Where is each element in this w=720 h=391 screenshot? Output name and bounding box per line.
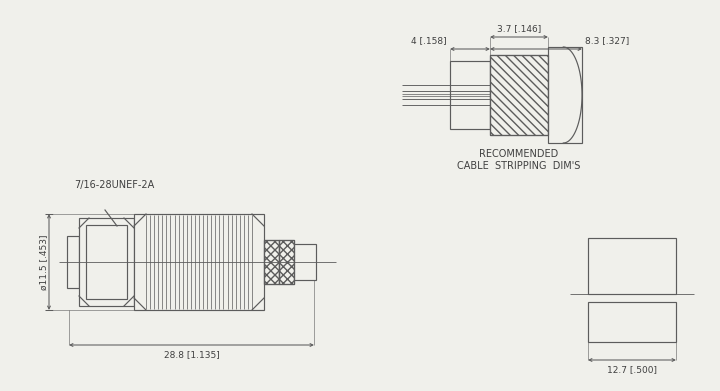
Bar (588, 302, 676, 342)
Bar (548, 47, 582, 143)
Bar (490, 55, 548, 135)
Bar (279, 240, 294, 284)
Bar (67, 236, 79, 288)
Bar (279, 240, 294, 284)
Text: 28.8 [1.135]: 28.8 [1.135] (163, 350, 220, 359)
Text: 8.3 [.327]: 8.3 [.327] (585, 36, 629, 45)
Text: 4 [.158]: 4 [.158] (411, 36, 447, 45)
Bar (490, 55, 548, 135)
Bar (134, 214, 264, 310)
Bar (264, 240, 279, 284)
Bar (450, 61, 490, 129)
Bar (294, 244, 316, 280)
Bar (79, 218, 134, 306)
Text: CABLE  STRIPPING  DIM'S: CABLE STRIPPING DIM'S (457, 161, 581, 171)
Text: ø11.5 [.453]: ø11.5 [.453] (40, 234, 48, 290)
Text: 12.7 [.500]: 12.7 [.500] (607, 365, 657, 374)
Bar (86, 225, 127, 299)
Bar (264, 240, 279, 284)
Text: 3.7 [.146]: 3.7 [.146] (497, 24, 541, 33)
Text: RECOMMENDED: RECOMMENDED (480, 149, 559, 159)
Bar (588, 238, 676, 294)
Text: 7/16-28UNEF-2A: 7/16-28UNEF-2A (74, 180, 154, 190)
